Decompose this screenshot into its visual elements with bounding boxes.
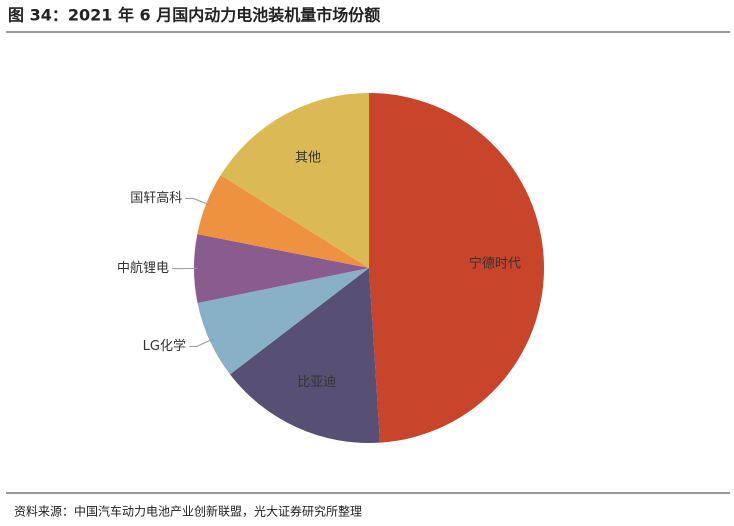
slice-label: 中航锂电 bbox=[117, 260, 169, 276]
slice-label: 比亚迪 bbox=[297, 375, 336, 390]
slice-label: 其他 bbox=[295, 150, 321, 165]
slice-label: 宁德时代 bbox=[469, 256, 521, 272]
slice-label: LG化学 bbox=[143, 338, 186, 354]
leader-line bbox=[189, 339, 213, 346]
slice-label: 国轩高科 bbox=[130, 190, 182, 206]
chart-title: 图 34：2021 年 6 月国内动力电池装机量市场份额 bbox=[8, 6, 380, 25]
leader-line bbox=[185, 198, 209, 204]
source: 资料来源：中国汽车动力电池产业创新联盟，光大证券研究所整理 bbox=[14, 504, 362, 519]
